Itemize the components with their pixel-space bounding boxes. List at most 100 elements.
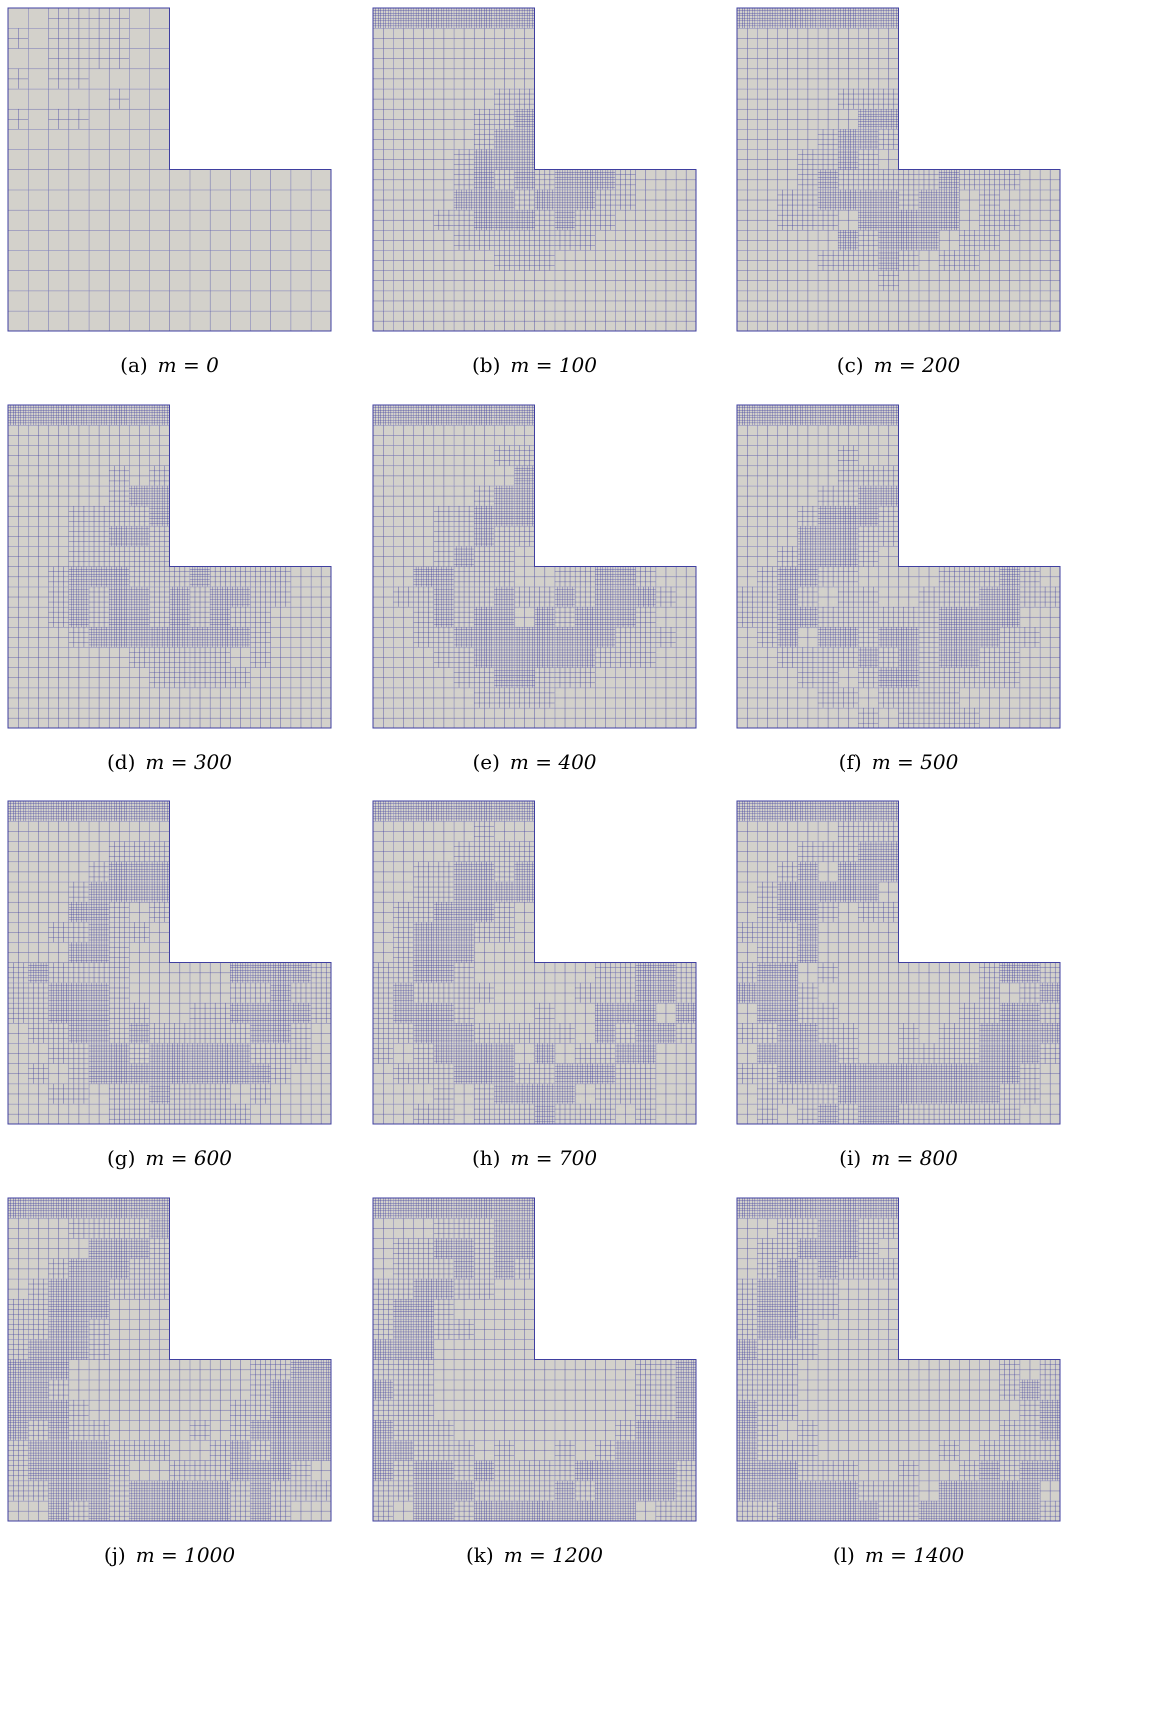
mesh-cell — [939, 1104, 959, 1124]
mesh-cell — [777, 1043, 797, 1063]
mesh-cell — [878, 841, 898, 861]
mesh-cell — [635, 1481, 655, 1501]
mesh-cell — [109, 250, 129, 270]
mesh-cell — [393, 425, 413, 445]
mesh-cell — [919, 1460, 939, 1480]
mesh-cell — [250, 1501, 270, 1521]
mesh-cell — [129, 862, 149, 882]
mesh-cell — [129, 922, 149, 942]
mesh-cell — [535, 1084, 555, 1104]
mesh-cell — [373, 109, 393, 129]
mesh-cell — [514, 1420, 534, 1440]
mesh-cell — [393, 466, 413, 486]
mesh-cell — [8, 841, 28, 861]
mesh-cell — [494, 587, 514, 607]
mesh-cell — [1040, 1460, 1060, 1480]
mesh-cell — [919, 1440, 939, 1460]
mesh-cell — [777, 270, 797, 290]
mesh-cell — [878, 1299, 898, 1319]
mesh-cell — [454, 311, 474, 331]
mesh-cell — [615, 1104, 635, 1124]
mesh-cell — [919, 1043, 939, 1063]
mesh-cell — [291, 311, 311, 331]
mesh-cell — [210, 210, 230, 230]
mesh-cell — [69, 983, 89, 1003]
mesh-cell — [899, 1400, 919, 1420]
mesh-cell — [190, 1380, 210, 1400]
caption-text: m = 100 — [510, 353, 597, 377]
mesh-cell — [878, 270, 898, 290]
mesh-cell — [373, 607, 393, 627]
mesh-cell — [878, 1043, 898, 1063]
mesh-cell — [454, 1400, 474, 1420]
mesh-cell — [270, 190, 290, 210]
mesh-cell — [69, 89, 89, 109]
mesh-cell — [838, 567, 858, 587]
mesh-cell — [737, 1420, 757, 1440]
mesh-cell — [149, 109, 169, 129]
mesh-cell — [434, 1319, 454, 1339]
mesh-cell — [899, 963, 919, 983]
mesh-cell — [494, 466, 514, 486]
mesh-cell — [474, 1400, 494, 1420]
mesh-cell — [129, 1023, 149, 1043]
mesh-cell — [109, 28, 129, 48]
mesh-cell — [109, 1380, 129, 1400]
mesh-cell — [899, 210, 919, 230]
mesh-cell — [878, 170, 898, 190]
mesh-cell — [109, 445, 129, 465]
mesh-cell — [818, 1460, 838, 1480]
mesh-cell — [979, 1400, 999, 1420]
mesh-cell — [514, 526, 534, 546]
mesh-cell — [494, 667, 514, 687]
mesh-cell — [1040, 1360, 1060, 1380]
mesh-cell — [28, 311, 48, 331]
mesh-cell — [393, 1339, 413, 1359]
mesh-cell — [230, 1063, 250, 1083]
mesh-cell — [413, 1501, 433, 1521]
mesh-cell — [737, 425, 757, 445]
mesh-cell — [676, 311, 696, 331]
mesh-cell — [777, 1360, 797, 1380]
mesh-cell — [514, 149, 534, 169]
mesh-cell — [8, 1084, 28, 1104]
mesh-cell — [979, 1380, 999, 1400]
mesh-cell — [818, 1380, 838, 1400]
mesh-cell — [575, 1501, 595, 1521]
mesh-cell — [939, 983, 959, 1003]
mesh-cell — [798, 1319, 818, 1339]
mesh-cell — [129, 69, 149, 89]
mesh-cell — [89, 425, 109, 445]
mesh-cell — [858, 567, 878, 587]
mesh-cell — [858, 688, 878, 708]
mesh-cell — [777, 1420, 797, 1440]
mesh-cell — [190, 190, 210, 210]
mesh-cell — [777, 425, 797, 445]
mesh-cell — [109, 1084, 129, 1104]
mesh-cell — [999, 190, 1019, 210]
mesh-cell — [48, 1319, 68, 1339]
mesh-cell — [777, 1023, 797, 1043]
mesh-cell — [89, 587, 109, 607]
mesh-cell — [737, 250, 757, 270]
mesh-cell — [89, 546, 109, 566]
mesh-cell — [757, 311, 777, 331]
mesh-cell — [454, 1023, 474, 1043]
mesh-cell — [757, 69, 777, 89]
mesh-cell — [413, 1380, 433, 1400]
mesh-cell — [129, 425, 149, 445]
mesh-cell — [190, 587, 210, 607]
mesh-cell — [615, 270, 635, 290]
mesh-cell — [291, 1043, 311, 1063]
mesh-cell — [8, 445, 28, 465]
mesh-cell — [190, 230, 210, 250]
mesh-cell — [757, 1043, 777, 1063]
mesh-cell — [149, 250, 169, 270]
mesh-cell — [919, 1063, 939, 1083]
mesh-cell — [757, 149, 777, 169]
mesh-cell — [555, 1063, 575, 1083]
mesh-cell — [656, 1380, 676, 1400]
mesh-cell — [230, 688, 250, 708]
mesh-cell — [291, 1380, 311, 1400]
mesh-cell — [535, 190, 555, 210]
